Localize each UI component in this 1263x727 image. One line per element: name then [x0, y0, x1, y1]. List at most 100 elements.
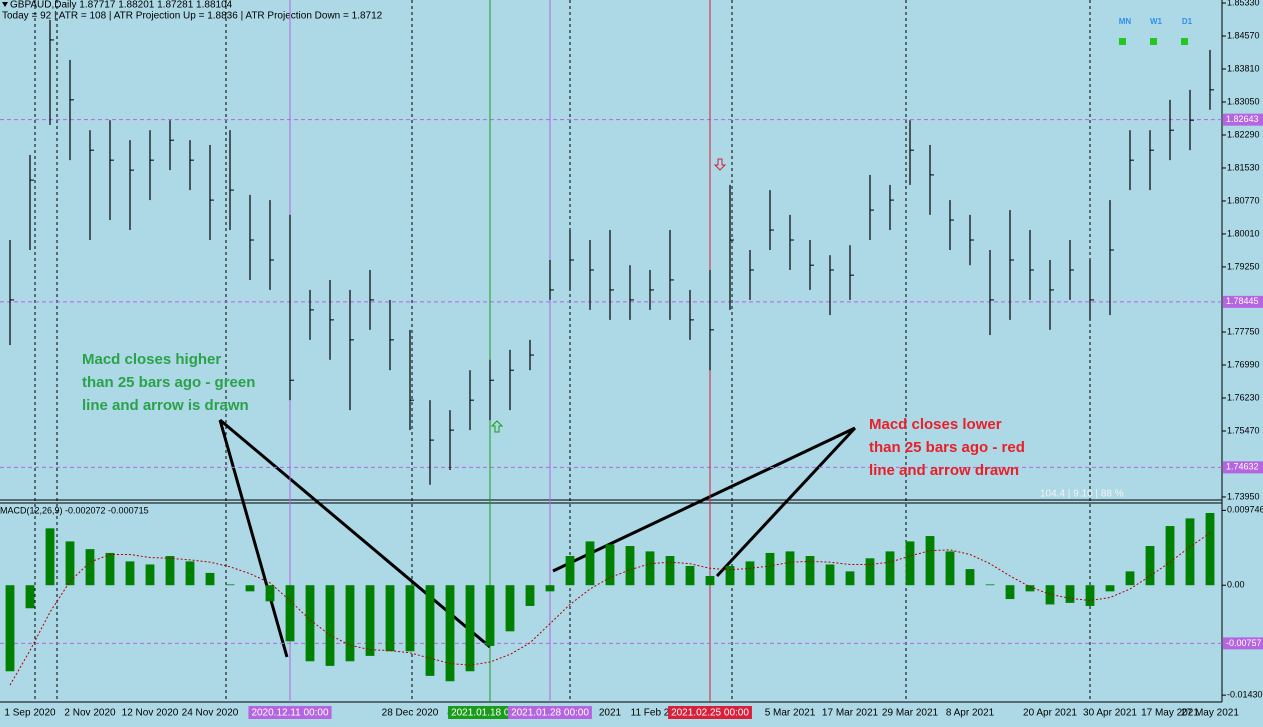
macd-bar [1205, 512, 1215, 586]
level-label: 1.78445 [1226, 296, 1259, 306]
timeframe-status [1119, 38, 1126, 45]
x-tick-label: 11 Feb 2 [631, 708, 670, 719]
y-tick-label: 0.00 [1227, 580, 1245, 590]
macd-bar [5, 585, 15, 672]
x-tick-label: 1 Sep 2020 [4, 708, 56, 719]
y-tick-label: 1.81530 [1227, 162, 1260, 172]
macd-bar [645, 551, 655, 586]
annotation: Macd closes lower [869, 416, 1002, 433]
x-tick-label: 30 Apr 2021 [1083, 708, 1137, 719]
macd-bar [925, 536, 935, 586]
y-tick-label: 0.009746 [1227, 505, 1263, 515]
x-tick-label: 2020.12.11 00:00 [251, 708, 329, 719]
macd-bar [105, 552, 115, 586]
annotation: line and arrow drawn [869, 462, 1019, 479]
macd-bar [165, 556, 175, 586]
macd-bar [1065, 585, 1075, 603]
macd-bar [1185, 518, 1195, 586]
level-label: 1.82643 [1226, 114, 1259, 124]
macd-bar [185, 561, 195, 586]
macd-bar [1005, 585, 1015, 600]
macd-bar [685, 566, 695, 586]
y-tick-label: 1.80010 [1227, 228, 1260, 238]
macd-bar [725, 566, 735, 586]
macd-bar [145, 564, 155, 586]
macd-bar [965, 569, 975, 586]
macd-bar [325, 585, 335, 666]
corner-text: 104.4 | 9.10 | 88 % [1040, 489, 1124, 500]
macd-bar [785, 551, 795, 586]
x-tick-label: 8 Apr 2021 [946, 708, 995, 719]
macd-bar [205, 572, 215, 586]
y-tick-label: 1.79250 [1227, 261, 1260, 271]
x-label-bg [248, 706, 332, 719]
level-label: -0.00757 [1226, 638, 1262, 648]
y-tick-label: -0.014307 [1227, 690, 1263, 700]
timeframe-status [1181, 38, 1188, 45]
y-tick-label: 1.75470 [1227, 425, 1260, 435]
macd-bar [285, 585, 295, 642]
macd-bar [1025, 585, 1035, 592]
x-tick-label: 2021.01.28 00:00 [511, 708, 589, 719]
x-tick-label: 29 Mar 2021 [882, 708, 939, 719]
pointer-line [218, 419, 289, 658]
info-line: Today = 92 | ATR = 108 | ATR Projection … [2, 11, 383, 22]
macd-bar [625, 546, 635, 586]
level-label-bg [1223, 461, 1263, 474]
buy-arrow [490, 420, 504, 433]
annotation: than 25 bars ago - green [82, 374, 255, 391]
macd-bar [905, 541, 915, 586]
pointer-line [552, 426, 856, 573]
x-tick-label: 17 May 2021 [1141, 708, 1199, 719]
level-label-bg [1223, 637, 1263, 650]
macd-bar [305, 585, 315, 662]
y-tick-label: 1.80770 [1227, 195, 1260, 205]
macd-bar [245, 585, 255, 592]
y-tick-label: 1.83050 [1227, 96, 1260, 106]
macd-bar [745, 561, 755, 586]
level-label: 1.74632 [1226, 462, 1259, 472]
macd-bar [1105, 585, 1115, 592]
macd-bar [705, 575, 715, 586]
macd-bar [505, 585, 515, 632]
x-label-bg [668, 706, 752, 719]
macd-bar [425, 585, 435, 676]
macd-bar [545, 585, 555, 592]
macd-bar [805, 556, 815, 586]
macd-bar [485, 585, 495, 646]
macd-bar [45, 528, 55, 586]
y-tick-label: 1.76990 [1227, 359, 1260, 369]
y-tick-label: 1.73950 [1227, 491, 1260, 501]
macd-bar [585, 541, 595, 586]
x-label-bg [508, 706, 592, 719]
macd-bar [945, 551, 955, 586]
macd-bar [445, 585, 455, 682]
symbol-line: GBPAUD,Daily 1.87717 1.88201 1.87281 1.8… [10, 0, 233, 11]
macd-bar [465, 585, 475, 672]
pointer-line [715, 426, 857, 578]
macd-bar [765, 552, 775, 586]
macd-title: MACD(12,26,9) -0.002072 -0.000715 [0, 505, 149, 515]
x-tick-label: 27 May 2021 [1181, 708, 1239, 719]
x-tick-label: 12 Nov 2020 [122, 708, 179, 719]
x-tick-label: 2021 [599, 708, 622, 719]
macd-bar [865, 558, 875, 586]
annotation: than 25 bars ago - red [869, 439, 1025, 456]
timeframe-label: D1 [1182, 17, 1193, 26]
x-tick-label: 2021.02.25 00:00 [671, 708, 749, 719]
macd-bar [985, 584, 995, 586]
macd-bar [125, 561, 135, 586]
macd-bar [825, 564, 835, 586]
macd-bar [25, 585, 35, 609]
x-tick-label: 24 Nov 2020 [182, 708, 239, 719]
annotation: Macd closes higher [82, 351, 221, 368]
header-marker [2, 2, 8, 7]
macd-bar [845, 571, 855, 586]
macd-bar [665, 556, 675, 586]
annotation-arrows [218, 418, 857, 658]
level-label-bg [1223, 295, 1263, 308]
y-tick-label: 1.84570 [1227, 30, 1260, 40]
timeframe-label: W1 [1150, 17, 1163, 26]
